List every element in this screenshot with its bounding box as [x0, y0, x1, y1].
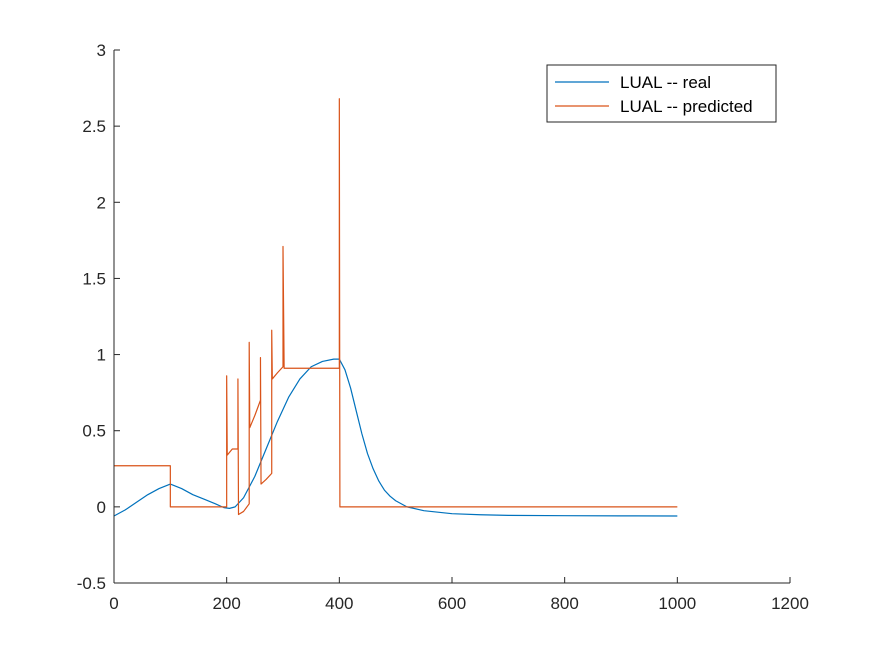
y-tick-label: 0	[97, 498, 106, 517]
y-tick-label: 3	[97, 41, 106, 60]
y-tick-label: 1	[97, 346, 106, 365]
legend-box	[546, 64, 777, 123]
axes: 0 200 400 600 800 1000 1200-0.500.511.522.53	[77, 41, 809, 613]
x-tick-label: 1200	[771, 594, 809, 613]
plot-area	[113, 98, 678, 517]
legend-label-2: LUAL -- predicted	[620, 97, 753, 116]
y-tick-label: -0.5	[77, 574, 106, 593]
y-tick-label: 0.5	[82, 422, 106, 441]
x-tick-label: 600	[438, 594, 466, 613]
x-tick-label: 200	[212, 594, 240, 613]
legend: LUAL -- real LUAL -- predicted	[546, 64, 777, 123]
x-tick-label: 800	[550, 594, 578, 613]
legend-label-1: LUAL -- real	[620, 73, 711, 92]
series-line-1	[113, 358, 678, 517]
y-tick-label: 2	[97, 193, 106, 212]
x-tick-label: 0	[109, 594, 118, 613]
y-tick-label: 1.5	[82, 269, 106, 288]
series-line-2	[114, 98, 678, 516]
x-tick-label: 1000	[658, 594, 696, 613]
y-tick-label: 2.5	[82, 117, 106, 136]
x-tick-label: 400	[325, 594, 353, 613]
